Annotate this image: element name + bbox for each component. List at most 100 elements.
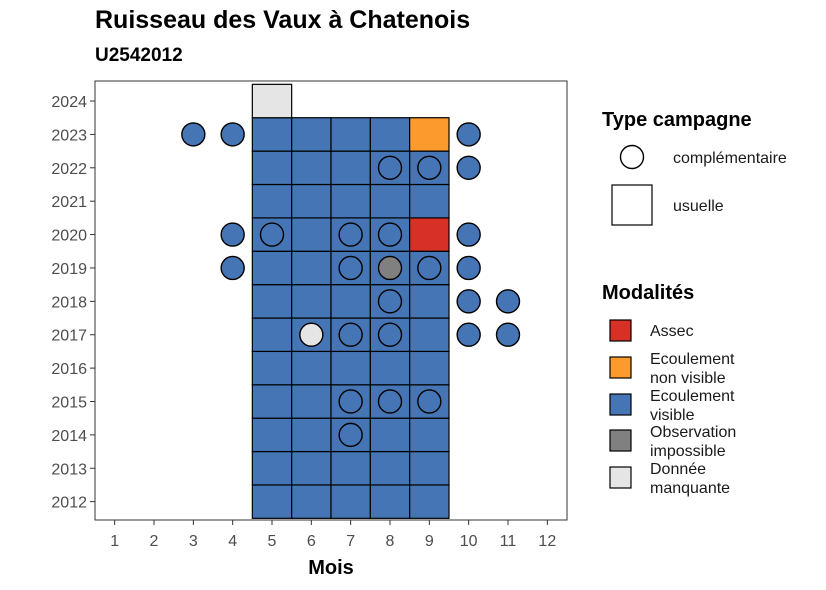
x-tick-label: 11 xyxy=(500,533,517,550)
usuelle-tile-2014-6 xyxy=(291,417,332,453)
usuelle-tile-2022-7 xyxy=(330,150,371,186)
usuelle-tile-2023-6 xyxy=(291,117,332,152)
complementaire-points xyxy=(181,122,521,448)
complementaire-point-2017-6 xyxy=(299,322,324,347)
y-tick-label: 2022 xyxy=(51,161,87,178)
usuelle-tile-2023-7 xyxy=(330,117,371,152)
legend-key-ecoulement_visible xyxy=(609,393,632,416)
x-axis-title: Mois xyxy=(308,557,354,579)
complementaire-point-2023-10 xyxy=(456,122,481,147)
usuelle-tile-2013-7 xyxy=(330,450,371,486)
usuelle-tile-2013-5 xyxy=(251,450,293,486)
y-tick-label: 2013 xyxy=(51,461,87,478)
complementaire-point-2018-10 xyxy=(456,289,481,314)
complementaire-point-2020-7 xyxy=(338,222,363,247)
y-tick-label: 2015 xyxy=(51,394,87,411)
legend-key-usuelle-square xyxy=(611,184,653,226)
usuelle-tile-2012-6 xyxy=(291,484,332,519)
legend-key-complementaire-circle xyxy=(619,144,645,170)
usuelle-tile-2019-6 xyxy=(291,250,332,286)
complementaire-point-2020-5 xyxy=(259,222,285,247)
x-tick-label: 5 xyxy=(268,533,277,550)
complementaire-point-2022-9 xyxy=(417,155,442,180)
complementaire-point-2017-11 xyxy=(495,322,521,347)
usuelle-tile-2017-5 xyxy=(251,317,293,353)
legend-key-observation_impossible xyxy=(609,429,632,452)
complementaire-point-2015-7 xyxy=(338,389,363,414)
usuelle-tile-2020-9 xyxy=(409,217,450,252)
legend-key-ecoulement_non_visible xyxy=(609,356,632,379)
complementaire-point-2019-10 xyxy=(456,255,481,281)
complementaire-point-2015-9 xyxy=(417,389,442,414)
y-tick-label: 2012 xyxy=(51,495,87,512)
usuelle-cells xyxy=(251,83,450,519)
complementaire-point-2023-4 xyxy=(220,122,245,147)
usuelle-tile-2021-8 xyxy=(369,183,411,219)
complementaire-point-2018-11 xyxy=(495,289,521,314)
usuelle-tile-2012-7 xyxy=(330,484,371,519)
x-tick-label: 10 xyxy=(460,533,478,550)
legend-label-donnee_manquante: Donnée manquante xyxy=(650,461,730,497)
usuelle-tile-2018-6 xyxy=(291,284,332,319)
x-tick-label: 4 xyxy=(228,533,237,550)
usuelle-tile-2013-9 xyxy=(409,450,450,486)
usuelle-tile-2021-9 xyxy=(409,183,450,219)
usuelle-tile-2019-5 xyxy=(251,250,293,286)
usuelle-tile-2021-6 xyxy=(291,183,332,219)
complementaire-point-2020-4 xyxy=(220,222,245,247)
complementaire-point-2020-10 xyxy=(456,222,481,247)
complementaire-point-2017-10 xyxy=(456,322,481,347)
complementaire-point-2023-3 xyxy=(181,122,206,147)
complementaire-point-2017-8 xyxy=(377,322,403,347)
plot-border xyxy=(94,80,568,521)
y-tick-label: 2023 xyxy=(51,127,87,144)
complementaire-point-2019-9 xyxy=(417,255,442,281)
complementaire-point-2014-7 xyxy=(338,422,363,448)
usuelle-tile-2016-5 xyxy=(251,350,293,386)
usuelle-tile-2012-9 xyxy=(409,484,450,519)
y-tick-label: 2019 xyxy=(51,261,87,278)
y-tick-label: 2017 xyxy=(51,328,87,345)
legend-label-usuelle: usuelle xyxy=(673,198,724,215)
complementaire-point-2022-10 xyxy=(456,155,481,180)
usuelle-tile-2016-6 xyxy=(291,350,332,386)
usuelle-tile-2014-5 xyxy=(251,417,293,453)
x-tick-label: 6 xyxy=(307,533,316,550)
y-tick-label: 2020 xyxy=(51,228,87,245)
usuelle-tile-2016-7 xyxy=(330,350,371,386)
usuelle-tile-2018-5 xyxy=(251,284,293,319)
usuelle-tile-2013-8 xyxy=(369,450,411,486)
usuelle-tile-2018-7 xyxy=(330,284,371,319)
usuelle-tile-2015-6 xyxy=(291,384,332,419)
usuelle-tile-2020-6 xyxy=(291,217,332,252)
y-tick-label: 2014 xyxy=(51,428,87,445)
usuelle-tile-2016-8 xyxy=(369,350,411,386)
complementaire-point-2020-8 xyxy=(377,222,403,247)
legend-label-assec: Assec xyxy=(650,323,694,340)
usuelle-tile-2024-5 xyxy=(251,83,293,119)
legend-key-assec xyxy=(609,319,632,342)
x-tick-label: 9 xyxy=(425,533,434,550)
x-tick-label: 8 xyxy=(386,533,395,550)
y-tick-label: 2016 xyxy=(51,361,87,378)
usuelle-tile-2014-9 xyxy=(409,417,450,453)
usuelle-tile-2023-5 xyxy=(251,117,293,152)
legend-label-ecoulement_non_visible: Ecoulement non visible xyxy=(650,351,735,387)
usuelle-tile-2021-7 xyxy=(330,183,371,219)
complementaire-point-2022-8 xyxy=(377,155,403,180)
y-tick-label: 2021 xyxy=(51,194,87,211)
usuelle-tile-2023-8 xyxy=(369,117,411,152)
axes: 2012 2013 2014 2015 2016 2017 2018 2019 2020 2021… xyxy=(51,94,556,550)
usuelle-tile-2022-6 xyxy=(291,150,332,186)
x-tick-label: 7 xyxy=(346,533,355,550)
legend-title-type-campagne: Type campagne xyxy=(602,109,752,131)
x-tick-label: 3 xyxy=(189,533,198,550)
legend-label-complementaire: complémentaire xyxy=(673,150,787,167)
complementaire-point-2019-4 xyxy=(220,255,245,281)
usuelle-tile-2017-9 xyxy=(409,317,450,353)
complementaire-point-2019-8 xyxy=(377,255,403,281)
legend: Type campagne complémentaire usuelle Modali… xyxy=(602,109,787,497)
usuelle-tile-2012-8 xyxy=(369,484,411,519)
usuelle-tile-2022-5 xyxy=(251,150,293,186)
